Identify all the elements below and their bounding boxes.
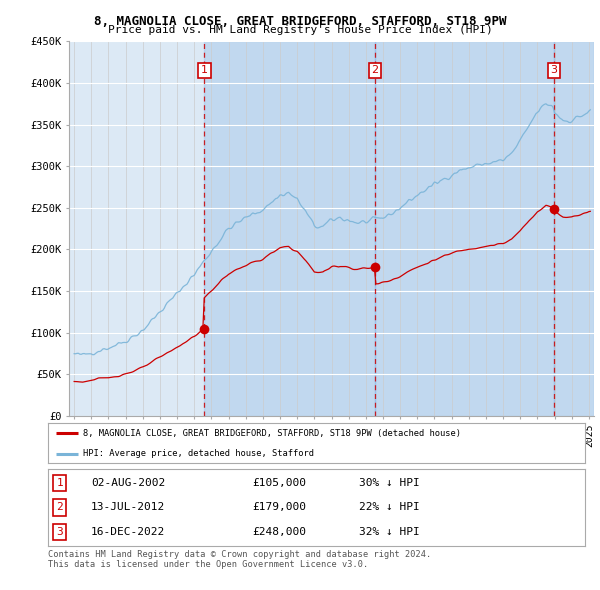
Text: 2: 2	[56, 503, 63, 512]
Bar	[554, 41, 594, 416]
Text: £248,000: £248,000	[252, 527, 306, 537]
Text: Price paid vs. HM Land Registry's House Price Index (HPI): Price paid vs. HM Land Registry's House …	[107, 25, 493, 35]
Text: 3: 3	[550, 65, 557, 76]
Bar	[204, 41, 375, 416]
Text: 16-DEC-2022: 16-DEC-2022	[91, 527, 165, 537]
Text: 13-JUL-2012: 13-JUL-2012	[91, 503, 165, 512]
Text: £105,000: £105,000	[252, 478, 306, 488]
Text: 1: 1	[56, 478, 63, 488]
Text: 3: 3	[56, 527, 63, 537]
Text: HPI: Average price, detached house, Stafford: HPI: Average price, detached house, Staf…	[83, 449, 314, 458]
Text: 02-AUG-2002: 02-AUG-2002	[91, 478, 165, 488]
Text: 32% ↓ HPI: 32% ↓ HPI	[359, 527, 420, 537]
Text: Contains HM Land Registry data © Crown copyright and database right 2024.
This d: Contains HM Land Registry data © Crown c…	[48, 550, 431, 569]
Text: 30% ↓ HPI: 30% ↓ HPI	[359, 478, 420, 488]
Text: 8, MAGNOLIA CLOSE, GREAT BRIDGEFORD, STAFFORD, ST18 9PW: 8, MAGNOLIA CLOSE, GREAT BRIDGEFORD, STA…	[94, 15, 506, 28]
Text: £179,000: £179,000	[252, 503, 306, 512]
Bar	[375, 41, 554, 416]
Text: 1: 1	[201, 65, 208, 76]
Text: 2: 2	[371, 65, 379, 76]
Text: 22% ↓ HPI: 22% ↓ HPI	[359, 503, 420, 512]
Text: 8, MAGNOLIA CLOSE, GREAT BRIDGEFORD, STAFFORD, ST18 9PW (detached house): 8, MAGNOLIA CLOSE, GREAT BRIDGEFORD, STA…	[83, 429, 461, 438]
